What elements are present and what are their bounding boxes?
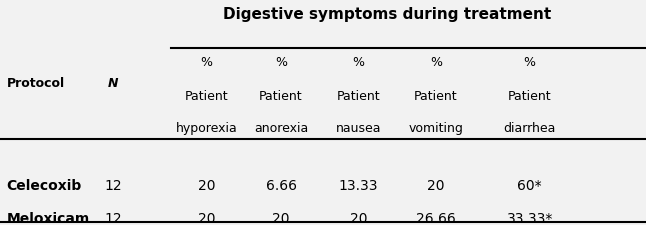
Text: Celecoxib: Celecoxib — [6, 178, 81, 192]
Text: hyporexia: hyporexia — [176, 122, 238, 135]
Text: 6.66: 6.66 — [266, 178, 297, 192]
Text: vomiting: vomiting — [409, 122, 463, 135]
Text: Patient: Patient — [185, 90, 229, 103]
Text: Patient: Patient — [414, 90, 458, 103]
Text: Meloxicam: Meloxicam — [6, 212, 90, 225]
Text: anorexia: anorexia — [254, 122, 308, 135]
Text: nausea: nausea — [336, 122, 381, 135]
Text: Patient: Patient — [259, 90, 303, 103]
Text: 12: 12 — [104, 212, 122, 225]
Text: %: % — [201, 56, 213, 69]
Text: N: N — [108, 77, 118, 90]
Text: 33.33*: 33.33* — [506, 212, 553, 225]
Text: %: % — [430, 56, 442, 69]
Text: Patient: Patient — [508, 90, 552, 103]
Text: 20: 20 — [198, 212, 216, 225]
Text: %: % — [353, 56, 364, 69]
Text: 20: 20 — [427, 178, 445, 192]
Text: Digestive symptoms during treatment: Digestive symptoms during treatment — [224, 7, 552, 22]
Text: 12: 12 — [104, 178, 122, 192]
Text: %: % — [524, 56, 536, 69]
Text: 20: 20 — [198, 178, 216, 192]
Text: 20: 20 — [272, 212, 290, 225]
Text: 60*: 60* — [517, 178, 542, 192]
Text: diarrhea: diarrhea — [503, 122, 556, 135]
Text: 20: 20 — [349, 212, 368, 225]
Text: 26.66: 26.66 — [416, 212, 456, 225]
Text: Patient: Patient — [337, 90, 380, 103]
Text: 13.33: 13.33 — [339, 178, 379, 192]
Text: Protocol: Protocol — [6, 77, 65, 90]
Text: %: % — [275, 56, 287, 69]
